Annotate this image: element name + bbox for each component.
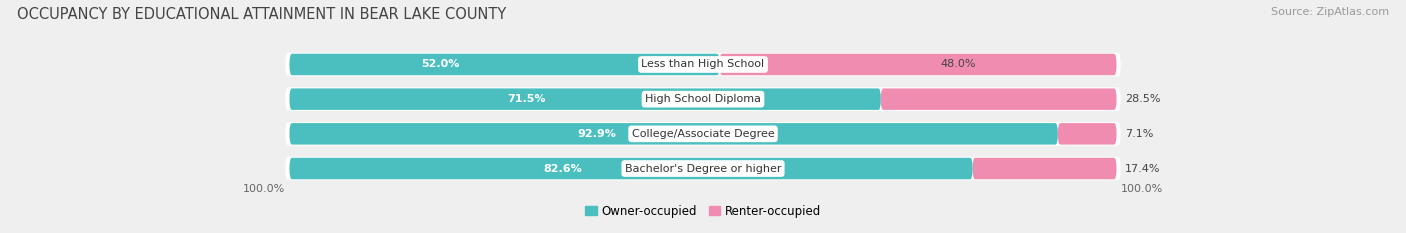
FancyBboxPatch shape xyxy=(285,157,1121,180)
Text: 17.4%: 17.4% xyxy=(1125,164,1160,174)
Text: 100.0%: 100.0% xyxy=(1121,184,1163,194)
Text: Source: ZipAtlas.com: Source: ZipAtlas.com xyxy=(1271,7,1389,17)
FancyBboxPatch shape xyxy=(1057,123,1116,145)
Text: Bachelor's Degree or higher: Bachelor's Degree or higher xyxy=(624,164,782,174)
FancyBboxPatch shape xyxy=(285,87,1121,111)
Text: 48.0%: 48.0% xyxy=(941,59,976,69)
FancyBboxPatch shape xyxy=(880,88,1116,110)
Text: 52.0%: 52.0% xyxy=(420,59,460,69)
FancyBboxPatch shape xyxy=(290,158,973,179)
Text: 100.0%: 100.0% xyxy=(243,184,285,194)
Text: High School Diploma: High School Diploma xyxy=(645,94,761,104)
FancyBboxPatch shape xyxy=(973,158,1116,179)
Text: 7.1%: 7.1% xyxy=(1125,129,1153,139)
Text: Less than High School: Less than High School xyxy=(641,59,765,69)
Text: 82.6%: 82.6% xyxy=(543,164,582,174)
FancyBboxPatch shape xyxy=(290,54,720,75)
FancyBboxPatch shape xyxy=(285,122,1121,146)
Legend: Owner-occupied, Renter-occupied: Owner-occupied, Renter-occupied xyxy=(585,205,821,218)
Text: 28.5%: 28.5% xyxy=(1125,94,1160,104)
FancyBboxPatch shape xyxy=(290,123,1057,145)
Text: 92.9%: 92.9% xyxy=(578,129,616,139)
Text: 71.5%: 71.5% xyxy=(506,94,546,104)
FancyBboxPatch shape xyxy=(285,53,1121,76)
FancyBboxPatch shape xyxy=(290,88,880,110)
FancyBboxPatch shape xyxy=(720,54,1116,75)
Text: College/Associate Degree: College/Associate Degree xyxy=(631,129,775,139)
Text: OCCUPANCY BY EDUCATIONAL ATTAINMENT IN BEAR LAKE COUNTY: OCCUPANCY BY EDUCATIONAL ATTAINMENT IN B… xyxy=(17,7,506,22)
